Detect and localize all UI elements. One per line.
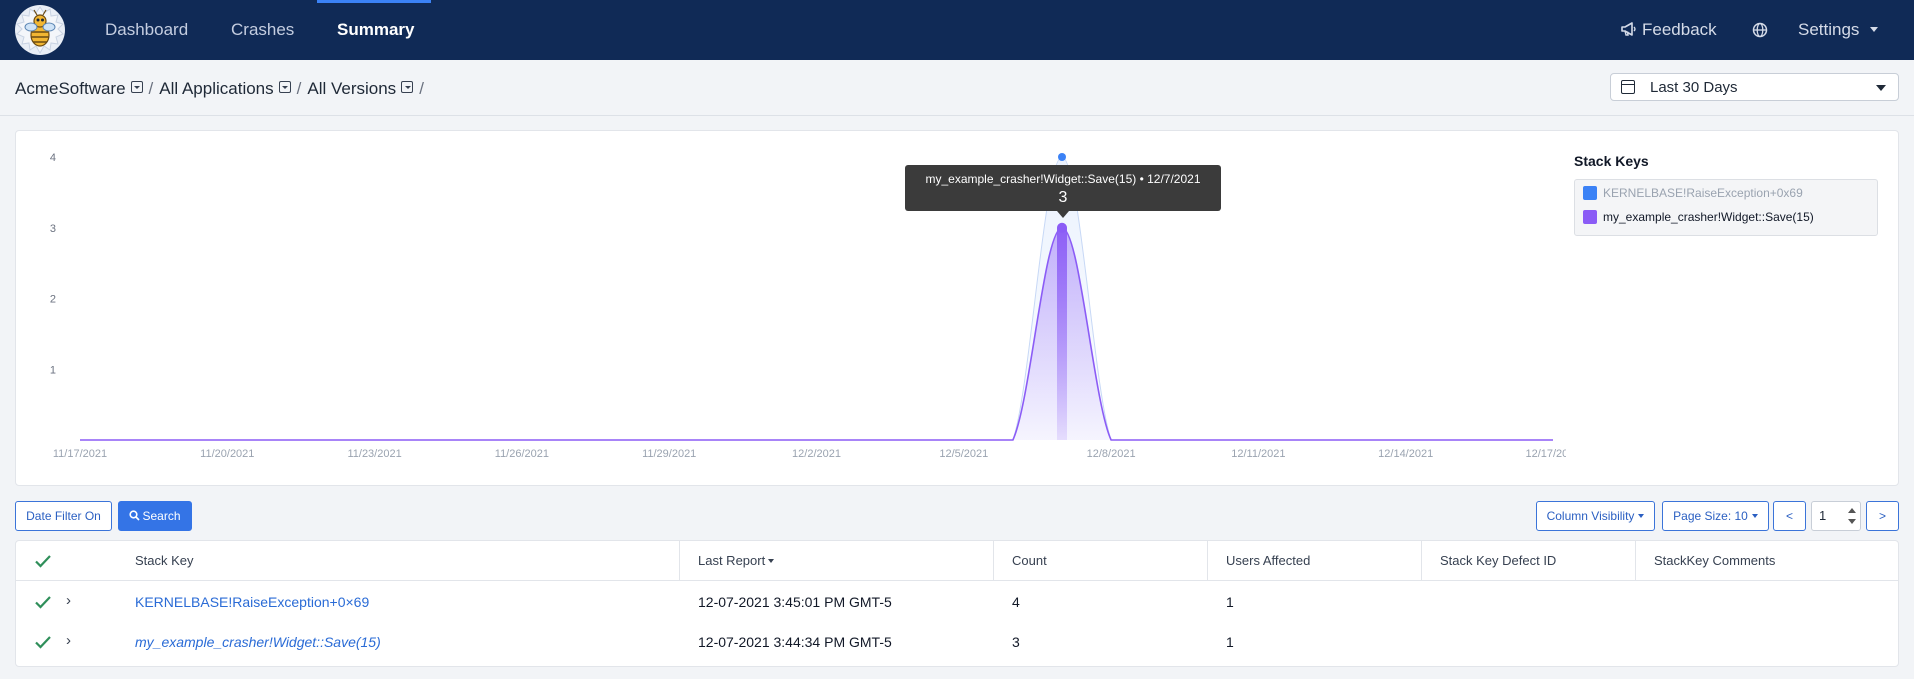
next-page-button[interactable]: >: [1866, 501, 1899, 531]
table-row[interactable]: › KERNELBASE!RaiseException+0×69 12-07-2…: [16, 582, 1898, 622]
active-tab-indicator: [317, 0, 431, 3]
y-tick-label: 4: [50, 152, 56, 164]
expand-row-chevron-icon[interactable]: ›: [66, 592, 71, 609]
column-defect-id[interactable]: Stack Key Defect ID: [1440, 553, 1557, 568]
stack-keys-table: Stack Key Last Report Count Users Affect…: [15, 540, 1899, 667]
series-line-widget-save: [80, 226, 1553, 441]
nav-summary[interactable]: Summary: [337, 20, 415, 39]
x-tick-label: 11/26/2021: [495, 448, 549, 460]
legend-item-widget-save[interactable]: my_example_crasher!Widget::Save(15): [1583, 210, 1814, 224]
column-stack-key[interactable]: Stack Key: [135, 553, 194, 568]
settings-menu[interactable]: Settings: [1798, 0, 1879, 60]
megaphone-icon: [1621, 22, 1636, 36]
stack-key-link[interactable]: my_example_crasher!Widget::Save(15): [135, 634, 381, 650]
users-affected-cell: 1: [1226, 634, 1234, 650]
date-range-value: Last 30 Days: [1650, 79, 1738, 96]
series-area-widget-save: [80, 227, 1553, 440]
date-range-select[interactable]: Last 30 Days: [1610, 73, 1899, 101]
legend: KERNELBASE!RaiseException+0x69 my_exampl…: [1574, 179, 1878, 236]
chevron-down-icon: [1638, 514, 1645, 518]
x-tick-label: 12/5/2021: [939, 448, 988, 460]
highlight-bar: [1057, 227, 1067, 440]
data-point-kernelbase: [1058, 153, 1066, 161]
date-filter-toggle-button[interactable]: Date Filter On: [15, 501, 112, 531]
count-cell: 3: [1012, 634, 1020, 650]
column-users-affected[interactable]: Users Affected: [1226, 553, 1311, 568]
column-comments[interactable]: StackKey Comments: [1654, 553, 1776, 568]
table-row[interactable]: › my_example_crasher!Widget::Save(15) 12…: [16, 622, 1898, 662]
column-visibility-button[interactable]: Column Visibility: [1536, 501, 1655, 531]
dropdown-toggle-icon[interactable]: [130, 81, 143, 93]
bug-logo-icon[interactable]: [12, 3, 68, 57]
search-icon: [129, 510, 141, 521]
nav-crashes[interactable]: Crashes: [231, 20, 295, 39]
legend-swatch: [1583, 210, 1597, 224]
sort-desc-icon: [768, 559, 775, 563]
legend-item-kernelbase[interactable]: KERNELBASE!RaiseException+0x69: [1583, 186, 1803, 200]
feedback-link[interactable]: Feedback: [1620, 0, 1717, 60]
x-tick-label: 12/2/2021: [792, 448, 841, 460]
series-line-hidden: [80, 156, 1553, 441]
dropdown-toggle-icon[interactable]: [401, 81, 414, 93]
stepper-arrows-icon[interactable]: [1848, 508, 1856, 524]
select-all-check-icon[interactable]: [34, 554, 52, 568]
page-size-button[interactable]: Page Size: 10: [1662, 501, 1769, 531]
data-point-widget-save: [1057, 222, 1067, 233]
legend-swatch: [1583, 186, 1597, 200]
page-number-input[interactable]: 1: [1811, 501, 1861, 531]
column-count[interactable]: Count: [1012, 553, 1047, 568]
row-check-icon[interactable]: [34, 635, 52, 649]
count-cell: 4: [1012, 594, 1020, 610]
y-tick-label: 3: [50, 223, 56, 235]
dropdown-toggle-icon[interactable]: [278, 81, 291, 93]
table-header: Stack Key Last Report Count Users Affect…: [16, 541, 1898, 581]
x-tick-label: 12/8/2021: [1087, 448, 1136, 460]
x-tick-label: 12/17/2021: [1525, 448, 1566, 460]
nav-dashboard[interactable]: Dashboard: [105, 20, 189, 39]
breadcrumb: AcmeSoftware / All Applications / All Versio…: [15, 79, 424, 99]
legend-title: Stack Keys: [1574, 153, 1649, 169]
tooltip-title: my_example_crasher!Widget::Save(15) • 12…: [925, 172, 1201, 186]
filter-bar: [0, 60, 1914, 116]
chevron-down-icon: [1751, 514, 1758, 518]
breadcrumb-organization[interactable]: AcmeSoftware: [15, 79, 143, 99]
y-tick-label: 1: [50, 364, 56, 376]
y-tick-label: 2: [50, 294, 56, 306]
search-button[interactable]: Search: [118, 501, 192, 531]
series-area-hidden: [80, 157, 1553, 440]
calendar-icon: [1621, 80, 1635, 94]
top-navbar: Dashboard Crashes Summary Feedback Setti…: [0, 0, 1914, 60]
column-last-report[interactable]: Last Report: [698, 541, 775, 581]
tooltip-value: 3: [1058, 189, 1068, 206]
crash-area-chart[interactable]: 1 2 3 4 11/17/2021 11/20/2021 11/23/2021 11/26/…: [16, 131, 1566, 487]
x-tick-label: 12/14/2021: [1378, 448, 1433, 460]
row-check-icon[interactable]: [34, 595, 52, 609]
x-tick-label: 11/20/2021: [200, 448, 254, 460]
x-tick-label: 11/23/2021: [347, 448, 401, 460]
crash-chart-card: 1 2 3 4 11/17/2021 11/20/2021 11/23/2021 11/26/…: [15, 130, 1899, 486]
globe-icon[interactable]: [1752, 22, 1768, 38]
chevron-down-icon: [1876, 85, 1886, 91]
x-tick-label: 12/11/2021: [1231, 448, 1285, 460]
last-report-cell: 12-07-2021 3:45:01 PM GMT-5: [698, 594, 892, 610]
breadcrumb-application[interactable]: All Applications: [159, 79, 291, 99]
feedback-label: Feedback: [1642, 20, 1717, 39]
breadcrumb-version[interactable]: All Versions: [307, 79, 414, 99]
last-report-cell: 12-07-2021 3:44:34 PM GMT-5: [698, 634, 892, 650]
settings-label: Settings: [1798, 20, 1860, 39]
chevron-down-icon: [1870, 27, 1879, 32]
stack-key-link[interactable]: KERNELBASE!RaiseException+0×69: [135, 594, 370, 610]
users-affected-cell: 1: [1226, 594, 1234, 610]
x-tick-label: 11/29/2021: [642, 448, 696, 460]
x-tick-label: 11/17/2021: [53, 448, 107, 460]
expand-row-chevron-icon[interactable]: ›: [66, 632, 71, 649]
prev-page-button[interactable]: <: [1773, 501, 1806, 531]
chart-tooltip: my_example_crasher!Widget::Save(15) • 12…: [905, 165, 1221, 218]
